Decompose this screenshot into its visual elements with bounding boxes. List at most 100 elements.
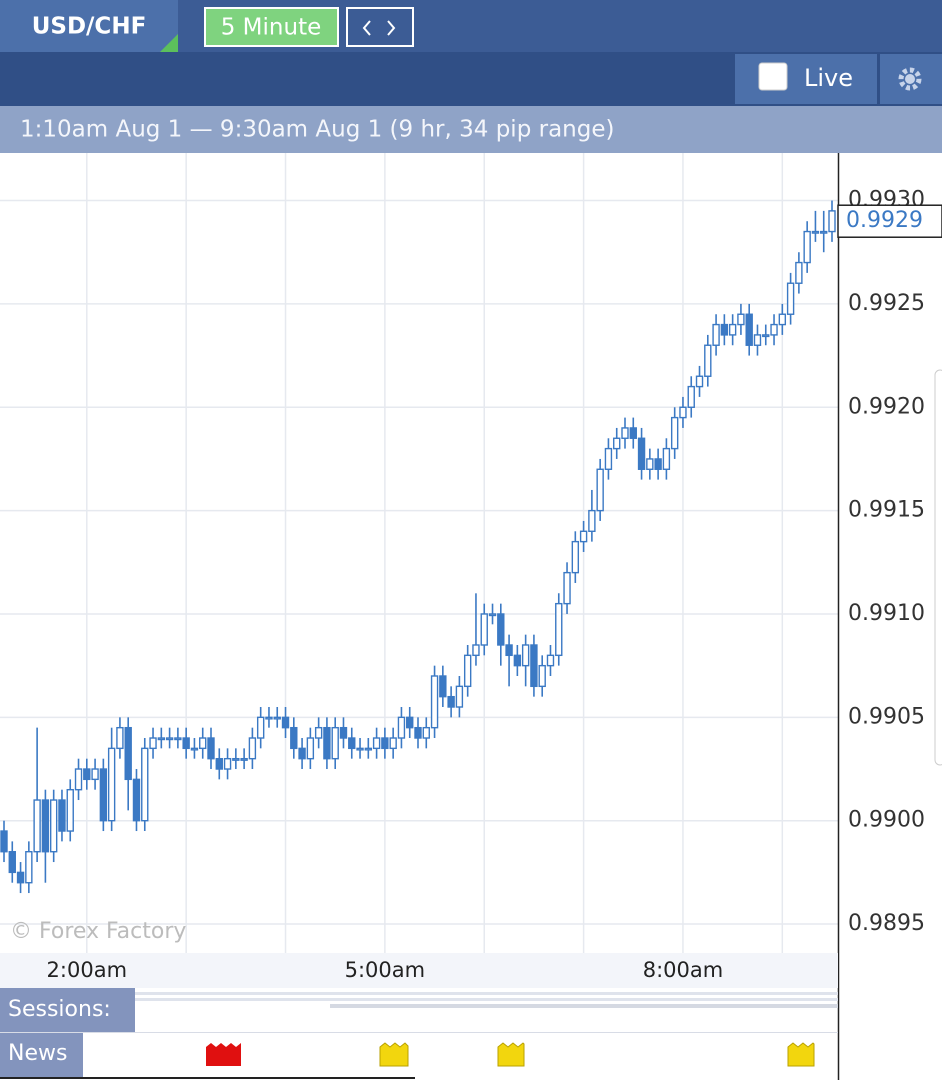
candle-body (538, 664, 546, 688)
candle-body (679, 406, 687, 419)
candle-body (687, 385, 695, 408)
candle-body (447, 695, 455, 708)
news-impact-low[interactable] (379, 1042, 409, 1067)
candle-body (455, 685, 464, 708)
candle-body (265, 716, 273, 720)
candle-body (430, 675, 439, 729)
candle-body (331, 726, 339, 760)
candle-body (149, 737, 157, 750)
candle-body (389, 737, 397, 750)
news-impact-low[interactable] (497, 1042, 525, 1067)
candle-body (248, 737, 257, 760)
candle-body (207, 737, 215, 760)
candle-body (141, 747, 149, 822)
timeframe-button[interactable] (204, 7, 339, 47)
candle-body (662, 447, 671, 470)
candle-body (339, 726, 348, 739)
candle-body (828, 210, 836, 233)
candle-body (232, 757, 240, 761)
candle-body (25, 851, 33, 884)
watermark: © Forex Factory (10, 919, 186, 944)
scroll-handle[interactable] (934, 369, 942, 766)
candle-body (41, 799, 50, 853)
candle-body (83, 768, 91, 781)
candle-body (596, 468, 604, 512)
candle-body (406, 716, 414, 729)
candle-body (720, 323, 729, 336)
candle-body (629, 427, 637, 439)
candle-body (157, 737, 166, 741)
candle-body (778, 313, 787, 326)
candle-body (397, 716, 406, 739)
candle-body (463, 654, 472, 688)
candle-body (571, 540, 580, 574)
candle-body (8, 851, 16, 874)
candle-body (323, 726, 331, 760)
candle-body (273, 716, 281, 720)
candle-body (811, 230, 820, 234)
candle-body (530, 644, 538, 688)
candle-body (646, 458, 654, 470)
candle-body (546, 654, 555, 667)
gear-icon (898, 67, 922, 91)
symbol-tab[interactable] (0, 0, 178, 52)
candle-body (290, 726, 298, 750)
candle-body (74, 768, 83, 791)
candle-body (49, 799, 58, 853)
candle-body (124, 726, 132, 781)
candle-body (820, 230, 828, 234)
candle-body (116, 726, 124, 750)
candle-body (621, 427, 629, 439)
range-bar (0, 106, 942, 153)
candle-body (58, 799, 66, 832)
candle-body (762, 334, 770, 338)
candle-body (298, 747, 306, 760)
session-bar (135, 992, 838, 995)
x-axis-area (0, 953, 838, 988)
tab-corner (160, 34, 178, 52)
candle-body (66, 788, 74, 832)
candle-body (439, 675, 447, 698)
candle-body (488, 613, 497, 617)
y-tick-label: 0.9920 (848, 394, 925, 419)
x-tick-label: 5:00am (345, 958, 425, 982)
y-tick-label: 0.9915 (848, 498, 925, 523)
candle-body (372, 737, 381, 750)
candle-body (670, 416, 679, 450)
candle-body (314, 726, 323, 739)
candle-body (356, 747, 364, 751)
y-tick-label: 0.9900 (848, 808, 925, 833)
candle-body (497, 613, 505, 646)
candle-body (33, 799, 41, 853)
candle-body (795, 261, 803, 284)
candle-body (165, 737, 174, 741)
candle-body (712, 323, 720, 346)
timeframe: 5 Minute (221, 15, 322, 41)
candle-body (381, 737, 389, 750)
candle-body (480, 613, 488, 646)
live-checkbox[interactable] (758, 62, 788, 91)
candle-body (637, 437, 646, 470)
last-price-box (837, 204, 942, 238)
candle-body (91, 768, 99, 781)
news-impact-low[interactable] (787, 1042, 815, 1067)
candle-body (803, 230, 811, 264)
gear-hub (905, 74, 915, 84)
candle-body (786, 282, 795, 315)
news-impact-high[interactable] (206, 1043, 241, 1066)
candle-body (132, 778, 141, 822)
next-arrow (387, 20, 396, 36)
sessions-label: Sessions: (8, 997, 111, 1022)
candle-body (223, 757, 232, 770)
y-tick-label: 0.9895 (848, 911, 925, 936)
candle-body (174, 737, 182, 741)
candle-body (99, 768, 108, 822)
candle-body (704, 344, 712, 377)
live-label: Live (804, 64, 853, 92)
plot-area (0, 153, 838, 953)
candle-body (604, 447, 613, 470)
candle-body (240, 757, 248, 761)
candle-body (281, 716, 290, 729)
nav-button[interactable] (346, 7, 414, 47)
candle-body (563, 571, 571, 605)
